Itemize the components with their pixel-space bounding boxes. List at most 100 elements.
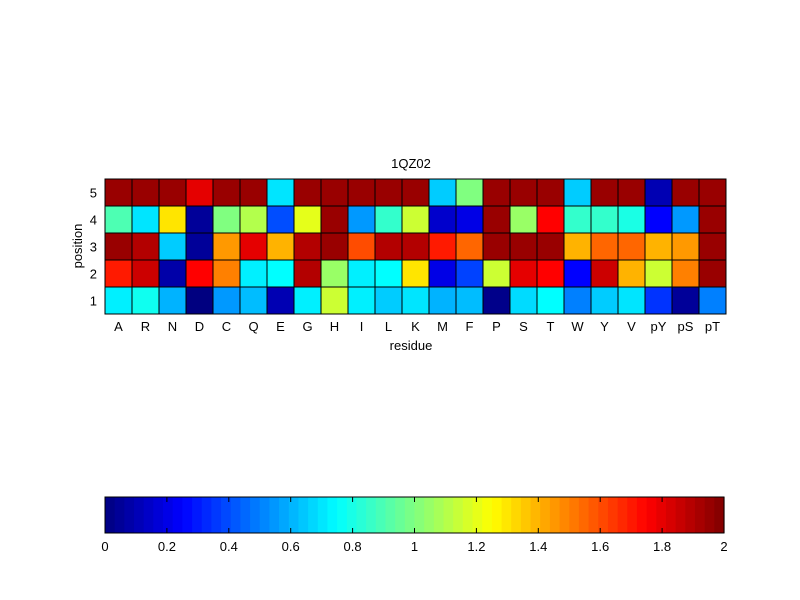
colorbar-segment (414, 497, 425, 533)
colorbar-segment (269, 497, 280, 533)
colorbar-segment (588, 497, 599, 533)
heatmap-cell (266, 178, 295, 207)
colorbar-segment (259, 497, 271, 533)
plot-frame (104, 178, 727, 315)
heatmap-cell (590, 178, 619, 207)
heatmap-cell (104, 232, 133, 261)
heatmap-cell (617, 232, 646, 261)
heatmap-cell (239, 286, 268, 315)
heatmap-cell (509, 259, 538, 288)
colorbar-segment (549, 497, 561, 533)
colorbar-segment (337, 497, 348, 533)
heatmap-cell (374, 286, 403, 315)
x-tick-label: R (141, 319, 150, 334)
heatmap-cell (212, 178, 241, 207)
x-tick-label: W (571, 319, 584, 334)
heatmap-cell (239, 259, 268, 288)
colorbar-segment (482, 497, 493, 533)
colorbar-segment (395, 497, 406, 533)
x-tick-label: C (222, 319, 231, 334)
heatmap-cell (374, 232, 403, 261)
colorbar-segment (385, 497, 396, 533)
colorbar-segment (317, 497, 329, 533)
colorbar-segment (143, 497, 154, 533)
colorbar-segment (472, 497, 483, 533)
heatmap-cell (185, 286, 214, 315)
x-tick-label: K (411, 319, 420, 334)
colorbar-tick-label: 0.2 (158, 539, 176, 554)
heatmap-cell (293, 178, 322, 207)
x-tick-label: P (492, 319, 501, 334)
heatmap-cell (590, 259, 619, 288)
heatmap-cell (239, 205, 268, 234)
heatmap-cell (617, 259, 646, 288)
colorbar-segment (617, 497, 628, 533)
y-tick-label: 5 (90, 186, 97, 201)
colorbar-tick-labels: 0 0.2 0.4 0.6 0.8 1 1.2 1.4 1.6 1.8 2 (101, 497, 728, 554)
heatmap-cell (536, 232, 565, 261)
colorbar-segment (675, 497, 686, 533)
heatmap-cell (320, 178, 349, 207)
colorbar-segment (105, 497, 116, 533)
heatmap-cell (374, 259, 403, 288)
colorbar-segment (221, 497, 232, 533)
heatmap-cell (293, 259, 322, 288)
colorbar-segment (520, 497, 532, 533)
heatmap-cell (563, 205, 592, 234)
heatmap-cell (401, 286, 430, 315)
colorbar-segment (627, 497, 638, 533)
heatmap-cell (617, 178, 646, 207)
colorbar-tick-label: 1.8 (653, 539, 671, 554)
heatmap-cell (374, 205, 403, 234)
colorbar-segment (501, 497, 512, 533)
heatmap-cell (374, 178, 403, 207)
heatmap-cell (509, 178, 538, 207)
colorbar-segment (433, 497, 445, 533)
colorbar-segment (569, 497, 580, 533)
heatmap-cell (131, 205, 160, 234)
heatmap-cell (131, 259, 160, 288)
heatmap-cell (455, 259, 484, 288)
x-tick-label: L (385, 319, 392, 334)
x-tick-label: E (276, 319, 285, 334)
heatmap-cell (347, 259, 376, 288)
colorbar-segment (250, 497, 261, 533)
heatmap-cell (536, 178, 565, 207)
heatmap-cell (590, 286, 619, 315)
colorbar-tick-label: 0.6 (282, 539, 300, 554)
heatmap-cell (158, 259, 187, 288)
heatmap-cell (131, 286, 160, 315)
heatmap-cell (563, 286, 592, 315)
y-tick-label: 3 (90, 240, 97, 255)
heatmap-cell (104, 205, 133, 234)
heatmap-cell (266, 286, 295, 315)
heatmap-cell (698, 232, 727, 261)
heatmap-cell (509, 205, 538, 234)
x-tick-label: M (437, 319, 448, 334)
x-tick-label: I (360, 319, 364, 334)
colorbar-segment (211, 497, 222, 533)
colorbar-segment (578, 497, 590, 533)
heatmap-cell (266, 259, 295, 288)
heatmap-cell (428, 286, 457, 315)
colorbar-tick-label: 0.4 (220, 539, 238, 554)
heatmap-cell (455, 205, 484, 234)
heatmap-cell (104, 178, 133, 207)
colorbar-segment (298, 497, 309, 533)
heatmap-cell (698, 178, 727, 207)
heatmap-cell (671, 178, 700, 207)
heatmap-cell (617, 286, 646, 315)
colorbar-segment (288, 497, 300, 533)
heatmap-cell (482, 232, 511, 261)
colorbar-segment (327, 497, 338, 533)
colorbar-segment (462, 497, 474, 533)
heatmap-cell (428, 232, 457, 261)
heatmap-cell (239, 232, 268, 261)
heatmap-cell (509, 286, 538, 315)
heatmap-cell (563, 178, 592, 207)
heatmap-cell (185, 259, 214, 288)
colorbar-segment (607, 497, 619, 533)
x-tick-label: pS (678, 319, 694, 334)
heatmap-cell (644, 232, 673, 261)
heatmap-cell (509, 232, 538, 261)
